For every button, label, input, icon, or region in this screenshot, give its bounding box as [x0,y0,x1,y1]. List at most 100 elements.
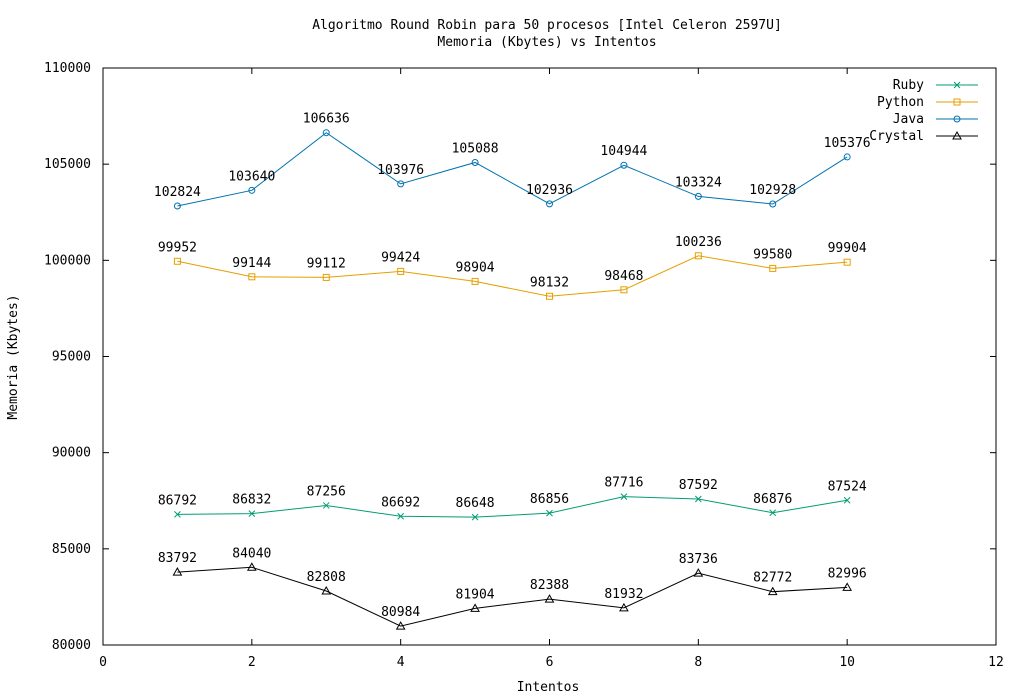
point-marker [620,161,628,169]
point-marker [694,495,702,503]
y-tick-label: 105000 [44,157,91,172]
point-marker [619,602,629,612]
y-tick-label: 80000 [52,638,91,653]
legend-label: Ruby [893,78,924,93]
series-ruby: 86792 86832 87256 86692 86648 86856 87716 87592… [158,476,867,521]
point-marker [843,258,851,266]
point-marker [953,115,961,123]
data-label: 99580 [753,247,792,262]
point-marker [397,180,405,188]
data-label: 103324 [675,175,722,190]
point-marker [246,562,257,571]
point-marker [952,130,962,140]
point-marker [248,510,256,517]
point-marker [842,582,853,591]
data-label: 98904 [456,260,495,275]
point-marker [767,586,778,596]
legend-label: Python [877,95,924,110]
point-marker [248,273,256,281]
data-label: 81904 [456,587,495,602]
x-tick-label: 0 [99,655,107,670]
data-label: 105088 [452,141,499,156]
point-marker [248,186,256,194]
data-label: 86692 [381,495,420,510]
data-label: 86792 [158,493,197,508]
chart-subtitle: Memoria (Kbytes) vs Intentos [437,35,656,50]
point-marker [173,202,181,210]
point-marker [693,568,704,577]
x-tick-label: 2 [248,655,256,670]
data-label: 82388 [530,578,569,593]
x-tick-label: 8 [694,655,702,670]
series-line [177,566,848,627]
series-line [177,132,848,207]
data-label: 83792 [158,551,197,566]
point-marker [544,594,555,603]
legend-item-python: Python [877,95,978,110]
data-label: 86832 [232,493,271,508]
point-marker [471,277,479,285]
data-label: 105376 [824,136,871,151]
point-marker [397,512,405,520]
point-marker [620,493,628,500]
legend-item-ruby: Ruby [893,78,978,93]
data-label: 82808 [307,570,346,585]
series-line [177,496,848,518]
point-marker [769,509,777,517]
y-tick-label: 85000 [52,542,91,557]
legend: Ruby Python Java Crystal [869,78,978,144]
point-marker [546,200,553,208]
point-marker [395,621,406,630]
data-label: 86876 [753,492,792,507]
point-marker [174,511,181,518]
ticks: 0 2 4 6 8 10 12 80000 85000 90000 95000 100000 10500… [44,61,1004,670]
data-label: 103640 [228,169,275,184]
legend-label: Crystal [869,129,924,144]
data-label: 98468 [604,269,643,284]
point-marker [321,585,332,595]
point-marker [546,292,553,300]
data-label: 104944 [600,144,647,159]
y-tick-label: 90000 [52,446,91,461]
y-tick-label: 110000 [44,61,91,76]
data-label: 82996 [828,566,867,581]
point-marker [470,603,480,612]
point-marker [546,509,553,517]
point-marker [769,264,777,272]
data-label: 84040 [232,546,271,561]
point-marker [397,267,405,275]
point-marker [769,200,777,208]
x-tick-label: 10 [839,655,855,670]
data-label: 83736 [679,552,718,567]
data-label: 87256 [307,484,346,499]
x-axis-label: Intentos [517,680,580,695]
x-tick-label: 6 [546,655,554,670]
data-label: 100236 [675,235,722,250]
point-marker [620,286,628,294]
point-marker [322,502,330,509]
data-label: 81932 [604,587,643,602]
data-label: 106636 [303,112,350,127]
data-label: 99424 [381,250,420,265]
x-tick-label: 12 [988,655,1004,670]
series-python: 99952 99144 99112 99424 98904 98132 98468 10023… [158,235,867,300]
point-marker [843,153,851,161]
point-marker [471,513,479,521]
point-marker [953,98,961,106]
legend-item-java: Java [893,112,978,127]
data-label: 87524 [828,479,867,494]
data-label: 99904 [828,241,867,256]
data-label: 86856 [530,492,569,507]
y-axis-label: Memoria (Kbytes) [6,294,21,419]
y-tick-label: 95000 [52,350,91,365]
legend-item-crystal: Crystal [869,129,978,144]
chart-title: Algoritmo Round Robin para 50 procesos [… [312,18,782,33]
series-java: 102824 103640 106636 103976 105088 102936 1049… [154,112,871,210]
x-tick-label: 4 [397,655,405,670]
data-label: 102936 [526,183,573,198]
point-marker [694,192,702,200]
data-label: 87592 [679,478,718,493]
point-marker [843,496,851,504]
y-tick-label: 100000 [44,253,91,268]
